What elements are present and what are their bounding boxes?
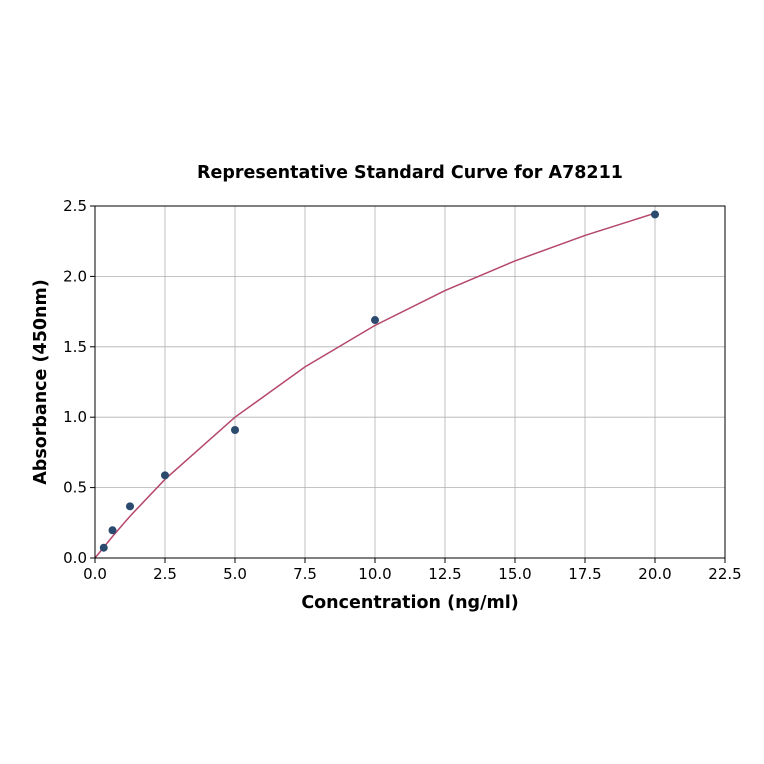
data-point bbox=[126, 502, 134, 511]
x-tick-label: 12.5 bbox=[428, 565, 461, 583]
data-point bbox=[108, 526, 117, 535]
x-tick-label: 20.0 bbox=[638, 565, 671, 583]
x-tick-label: 0.0 bbox=[83, 565, 107, 583]
x-tick-label: 7.5 bbox=[293, 565, 317, 583]
data-point bbox=[99, 543, 108, 552]
y-tick-label: 2.5 bbox=[63, 197, 87, 215]
x-axis-label: Concentration (ng/ml) bbox=[301, 593, 518, 613]
data-point bbox=[371, 316, 379, 325]
y-tick-label: 1.5 bbox=[63, 338, 87, 356]
y-tick-label: 0.0 bbox=[63, 549, 87, 567]
x-tick-label: 10.0 bbox=[358, 565, 391, 583]
data-point bbox=[231, 426, 239, 435]
y-tick-label: 0.5 bbox=[63, 479, 87, 497]
x-tick-label: 5.0 bbox=[223, 565, 247, 583]
y-tick-label: 2.0 bbox=[63, 267, 87, 285]
plot-frame bbox=[94, 205, 726, 559]
y-axis-label: Absorbance (450nm) bbox=[31, 279, 51, 485]
data-point bbox=[161, 471, 169, 480]
fit-curve bbox=[94, 212, 656, 559]
chart-title: Representative Standard Curve for A78211 bbox=[197, 163, 623, 183]
x-tick-label: 17.5 bbox=[568, 565, 601, 583]
y-tick-label: 1.0 bbox=[63, 408, 87, 426]
x-tick-label: 2.5 bbox=[153, 565, 177, 583]
data-point bbox=[651, 210, 659, 219]
x-tick-label: 22.5 bbox=[708, 565, 741, 583]
x-tick-label: 15.0 bbox=[498, 565, 531, 583]
